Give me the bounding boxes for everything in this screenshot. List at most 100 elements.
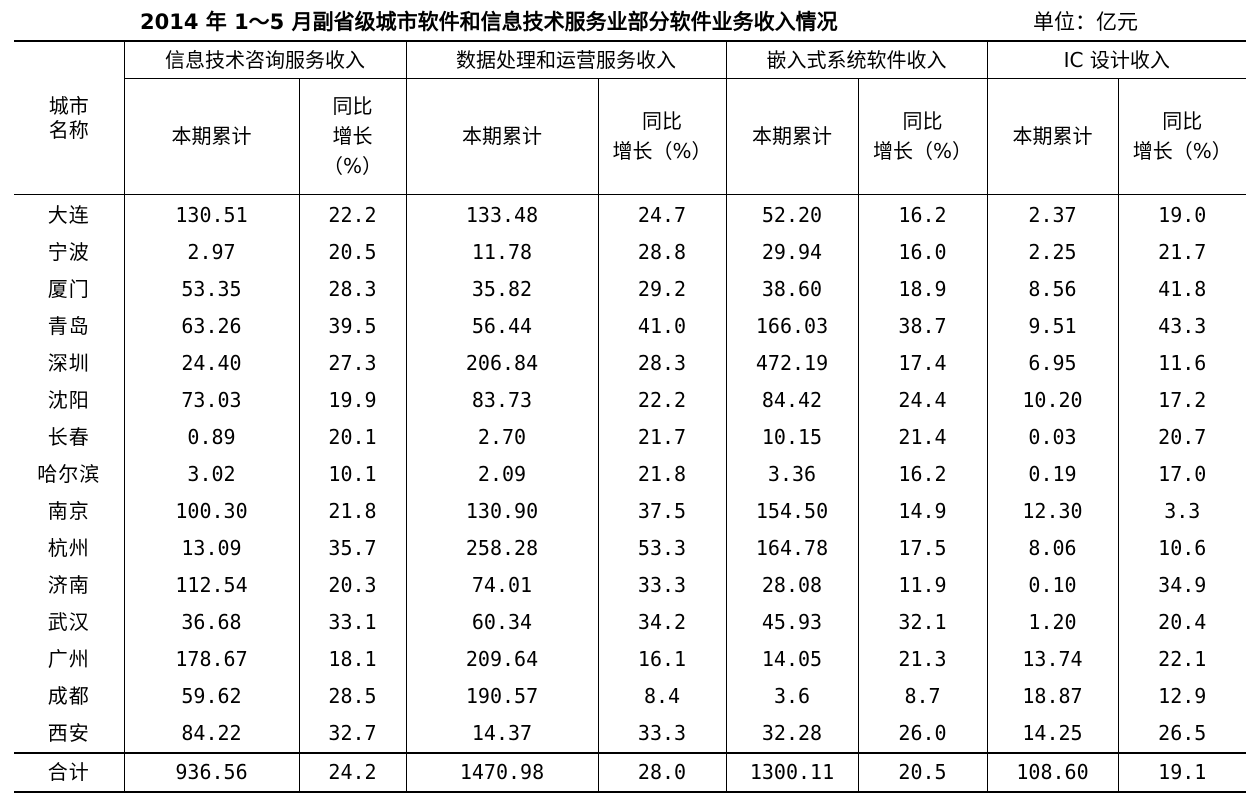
value-cell: 17.0	[1117, 455, 1247, 493]
value-cell: 52.20	[725, 194, 859, 234]
value-cell: 19.0	[1117, 194, 1247, 234]
city-cell: 武汉	[14, 603, 125, 641]
value-cell: 16.2	[857, 455, 988, 493]
value-cell: 130.51	[123, 194, 300, 234]
header-growth-line1: 同比	[641, 109, 682, 133]
table-row: 广州 178.67 18.1 209.64 16.1 14.05 21.3 13…	[14, 640, 1247, 678]
header-current: 本期累计	[124, 77, 300, 195]
value-cell: 209.64	[405, 640, 599, 678]
value-cell: 20.5	[298, 233, 407, 271]
value-cell: 166.03	[725, 307, 859, 345]
value-cell: 33.1	[298, 603, 407, 641]
value-cell: 8.56	[986, 270, 1119, 308]
value-cell: 14.37	[405, 714, 599, 753]
value-cell: 0.89	[123, 418, 300, 456]
value-cell: 39.5	[298, 307, 407, 345]
header-growth-line2: 增长（%）	[612, 139, 712, 163]
header-city: 城市 名称	[14, 40, 125, 195]
header-growth-line1: 同比	[1162, 109, 1203, 133]
value-cell: 45.93	[725, 603, 859, 641]
table-row: 青岛 63.26 39.5 56.44 41.0 166.03 38.7 9.5…	[14, 307, 1247, 345]
value-cell: 2.09	[405, 455, 599, 493]
value-cell: 34.2	[597, 603, 727, 641]
table-row: 深圳 24.40 27.3 206.84 28.3 472.19 17.4 6.…	[14, 344, 1247, 382]
header-growth: 同比 增长（%）	[1117, 77, 1247, 195]
value-cell: 16.1	[597, 640, 727, 678]
value-cell: 2.25	[986, 233, 1119, 271]
table-row: 厦门 53.35 28.3 35.82 29.2 38.60 18.9 8.56…	[14, 270, 1247, 308]
value-cell: 60.34	[405, 603, 599, 641]
header-current: 本期累计	[725, 77, 859, 195]
header-growth-line2: 增长（%）	[872, 139, 972, 163]
value-cell: 190.57	[405, 677, 599, 715]
value-cell: 36.68	[123, 603, 300, 641]
value-cell: 6.95	[986, 344, 1119, 382]
value-cell: 3.02	[123, 455, 300, 493]
total-value-cell: 24.2	[298, 751, 407, 792]
header-city-line2: 名称	[48, 117, 89, 142]
header-city-line1: 城市	[48, 93, 89, 118]
title-row: 2014 年 1～5 月副省级城市软件和信息技术服务业部分软件业务收入情况 单位…	[0, 0, 1258, 40]
value-cell: 13.74	[986, 640, 1119, 678]
value-cell: 2.37	[986, 194, 1119, 234]
value-cell: 16.0	[857, 233, 988, 271]
value-cell: 20.7	[1117, 418, 1247, 456]
value-cell: 28.3	[597, 344, 727, 382]
city-cell: 西安	[14, 714, 125, 753]
value-cell: 112.54	[123, 566, 300, 604]
value-cell: 17.2	[1117, 381, 1247, 419]
table-row: 武汉 36.68 33.1 60.34 34.2 45.93 32.1 1.20…	[14, 603, 1247, 641]
table-row: 沈阳 73.03 19.9 83.73 22.2 84.42 24.4 10.2…	[14, 381, 1247, 419]
value-cell: 2.70	[405, 418, 599, 456]
total-value-cell: 936.56	[123, 751, 300, 792]
value-cell: 0.19	[986, 455, 1119, 493]
city-cell: 深圳	[14, 344, 125, 382]
value-cell: 28.5	[298, 677, 407, 715]
table-row: 宁波 2.97 20.5 11.78 28.8 29.94 16.0 2.25 …	[14, 233, 1247, 271]
value-cell: 12.30	[986, 492, 1119, 530]
value-cell: 41.0	[597, 307, 727, 345]
value-cell: 13.09	[123, 529, 300, 567]
value-cell: 10.6	[1117, 529, 1247, 567]
value-cell: 258.28	[405, 529, 599, 567]
value-cell: 74.01	[405, 566, 599, 604]
header-group-embedded: 嵌入式系统软件收入	[725, 40, 988, 79]
value-cell: 28.08	[725, 566, 859, 604]
value-cell: 29.2	[597, 270, 727, 308]
value-cell: 17.5	[857, 529, 988, 567]
value-cell: 83.73	[405, 381, 599, 419]
value-cell: 28.3	[298, 270, 407, 308]
value-cell: 63.26	[123, 307, 300, 345]
value-cell: 34.9	[1117, 566, 1247, 604]
value-cell: 33.3	[597, 566, 727, 604]
city-cell: 大连	[14, 194, 125, 234]
value-cell: 41.8	[1117, 270, 1247, 308]
value-cell: 19.9	[298, 381, 407, 419]
value-cell: 17.4	[857, 344, 988, 382]
revenue-table: 城市 名称 信息技术咨询服务收入 数据处理和运营服务收入 嵌入式系统软件收入 I…	[14, 40, 1247, 793]
value-cell: 14.9	[857, 492, 988, 530]
value-cell: 18.87	[986, 677, 1119, 715]
city-cell: 青岛	[14, 307, 125, 345]
value-cell: 133.48	[405, 194, 599, 234]
value-cell: 21.7	[597, 418, 727, 456]
table-title: 2014 年 1～5 月副省级城市软件和信息技术服务业部分软件业务收入情况	[140, 10, 838, 34]
header-current: 本期累计	[986, 77, 1119, 195]
value-cell: 178.67	[123, 640, 300, 678]
value-cell: 21.8	[597, 455, 727, 493]
value-cell: 84.42	[725, 381, 859, 419]
header-growth: 同比 增长（%）	[597, 77, 727, 195]
value-cell: 24.40	[123, 344, 300, 382]
header-row-sub: 本期累计 同比 增长 （%） 本期累计 同比 增长（%） 本期累计 同比 增	[14, 77, 1247, 195]
table-row: 成都 59.62 28.5 190.57 8.4 3.6 8.7 18.87 1…	[14, 677, 1247, 715]
table-row: 哈尔滨 3.02 10.1 2.09 21.8 3.36 16.2 0.19 1…	[14, 455, 1247, 493]
value-cell: 100.30	[123, 492, 300, 530]
value-cell: 27.3	[298, 344, 407, 382]
header-growth-line1: 同比	[902, 109, 943, 133]
value-cell: 32.28	[725, 714, 859, 753]
value-cell: 3.36	[725, 455, 859, 493]
total-row: 合计 936.56 24.2 1470.98 28.0 1300.11 20.5…	[14, 751, 1247, 792]
total-value-cell: 19.1	[1117, 751, 1247, 792]
value-cell: 11.9	[857, 566, 988, 604]
value-cell: 11.78	[405, 233, 599, 271]
